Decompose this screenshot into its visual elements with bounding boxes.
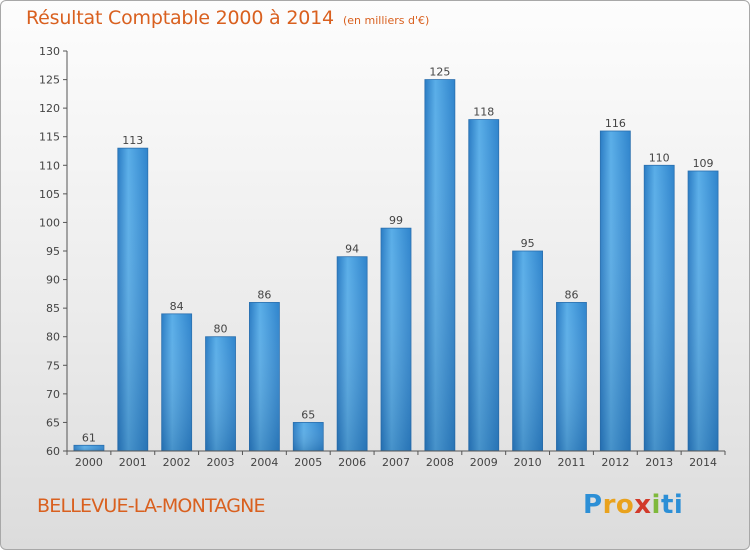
bar-shade	[424, 79, 455, 452]
y-tick-label: 105	[39, 188, 60, 201]
axes-group: 2000 2001 2002 2003 2004 2005 2006 2007 2008 2009…	[39, 45, 726, 469]
data-label: 95	[521, 237, 535, 250]
data-label: 99	[389, 214, 403, 227]
y-tick-label: 110	[39, 159, 60, 172]
logo-letter: o	[615, 490, 635, 520]
y-tick-label: 130	[39, 45, 60, 58]
data-label: 61	[82, 431, 96, 444]
bar-shade	[293, 422, 324, 451]
bar-shade	[161, 313, 192, 451]
chart-title: Résultat Comptable 2000 à 2014	[26, 7, 334, 29]
data-label: 109	[693, 157, 714, 170]
x-tick-label: 2011	[557, 456, 585, 469]
x-tick-label: 2002	[163, 456, 191, 469]
chart-unit: (en milliers d'€)	[343, 14, 430, 27]
data-label: 86	[564, 288, 578, 301]
bar-shade	[468, 119, 499, 452]
data-label: 94	[345, 243, 359, 256]
bar-shade	[249, 302, 280, 451]
bars-group: 61 113 84 80 86 65 94 99 125 118 95 86 116 110 109	[73, 66, 719, 452]
y-tick-label: 85	[46, 302, 60, 315]
bar-shade	[600, 131, 631, 451]
x-tick-label: 2005	[294, 456, 322, 469]
x-tick-label: 2014	[689, 456, 717, 469]
y-tick-label: 60	[46, 445, 60, 458]
logo-letter: P	[583, 490, 603, 520]
bar-shade	[644, 165, 675, 452]
data-label: 116	[605, 117, 626, 130]
y-tick-label: 75	[46, 359, 60, 372]
x-tick-label: 2013	[645, 456, 673, 469]
proxiti-logo: Proxiti	[583, 490, 683, 520]
bar-shade	[205, 336, 236, 451]
bar-shade	[381, 228, 411, 451]
x-tick-label: 2012	[601, 456, 629, 469]
data-label: 110	[649, 151, 670, 164]
y-tick-label: 90	[46, 274, 60, 287]
x-tick-label: 2001	[119, 456, 147, 469]
y-tick-label: 100	[39, 216, 60, 229]
y-tick-label: 115	[39, 131, 60, 144]
x-tick-label: 2003	[207, 456, 235, 469]
bar-shade	[512, 251, 543, 451]
bar-shade	[556, 302, 587, 451]
x-tick-label: 2006	[338, 456, 366, 469]
y-tick-label: 95	[46, 245, 60, 258]
bar-shade	[337, 256, 368, 451]
data-label: 65	[301, 408, 315, 421]
logo-letter: r	[602, 490, 616, 520]
data-label: 113	[122, 134, 143, 147]
x-tick-label: 2008	[426, 456, 454, 469]
data-label: 125	[429, 66, 450, 79]
data-label: 84	[170, 300, 184, 313]
logo-letter: ti	[660, 490, 684, 520]
x-tick-label: 2004	[250, 456, 278, 469]
x-tick-label: 2007	[382, 456, 410, 469]
x-tick-label: 2010	[514, 456, 542, 469]
y-tick-label: 120	[39, 102, 60, 115]
y-tick-label: 65	[46, 416, 60, 429]
logo-letter: i	[651, 490, 661, 520]
y-tick-label: 80	[46, 331, 60, 344]
x-tick-label: 2000	[75, 456, 103, 469]
x-tick-label: 2009	[470, 456, 498, 469]
commune-name: BELLEVUE-LA-MONTAGNE	[37, 495, 266, 517]
data-label: 80	[214, 323, 228, 336]
y-tick-label: 70	[46, 388, 60, 401]
data-label: 86	[257, 288, 271, 301]
y-tick-label: 125	[39, 74, 60, 87]
bar-shade	[117, 148, 148, 451]
bar-shade	[688, 171, 719, 451]
bar-shade	[73, 445, 104, 451]
data-label: 118	[473, 106, 494, 119]
logo-letter: x	[634, 490, 652, 520]
